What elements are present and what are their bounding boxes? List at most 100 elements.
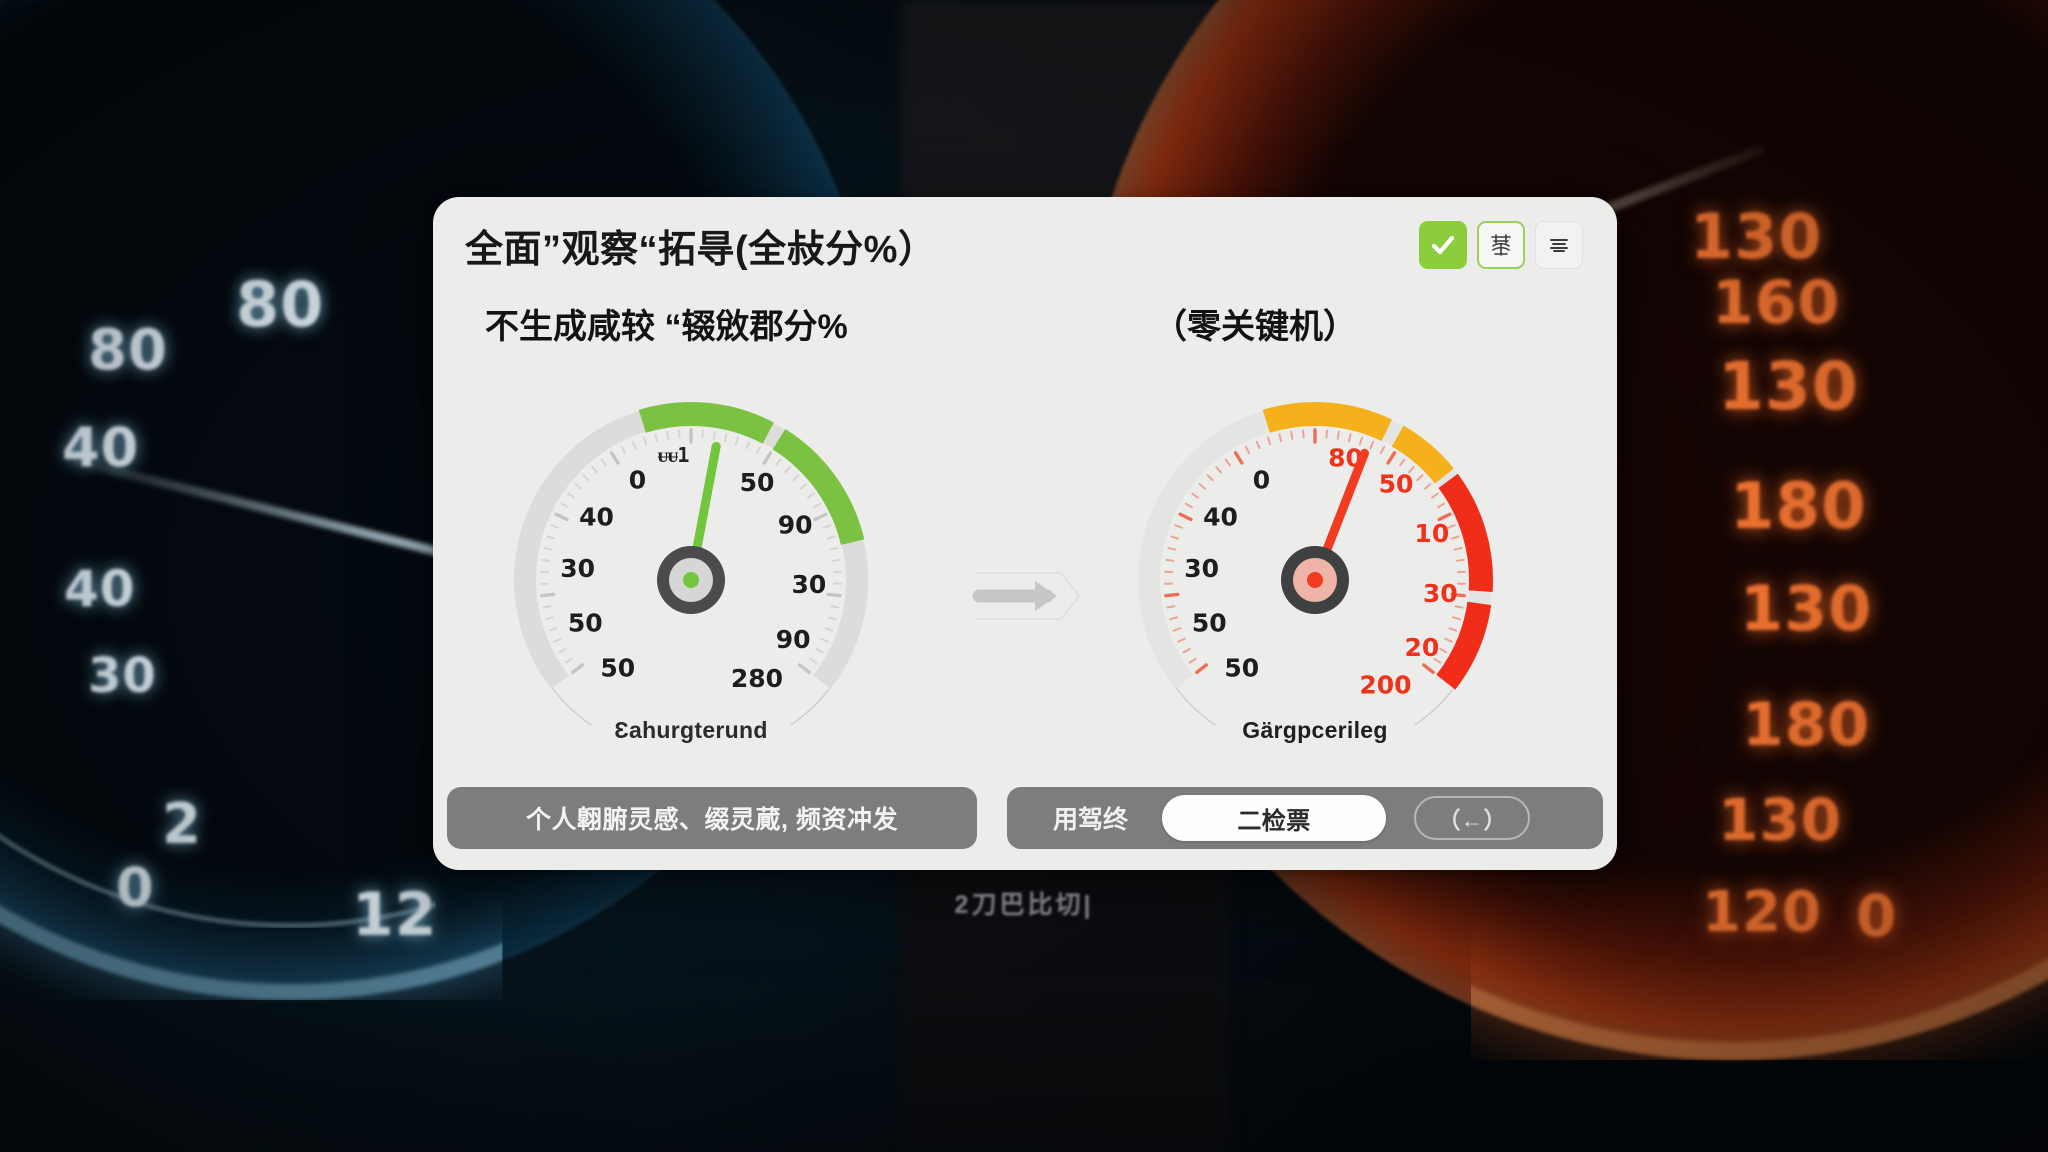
right-gauge-caption: Gärgpcerileg [1242,717,1388,743]
gauge-tick [542,605,552,609]
gauge-tick [609,451,620,465]
gauge-tick [1170,535,1180,540]
dialog-header: 全面”观察“拓㝵(全敊分%） [433,197,1617,293]
gauge-tick [666,430,670,440]
background-number: 130 [1690,200,1822,273]
gauge-tick [745,440,751,450]
gauge-tick [1454,605,1464,609]
gauge-tick [558,648,567,654]
background-number: 40 [62,416,139,479]
left-status-text: 个人翺腑灵感、缀灵蕆, 频资冲发 [526,806,898,834]
gauge-zone [772,429,865,546]
gauge-tick [1450,592,1466,598]
arrow-right-icon [972,572,1081,620]
gauge-tick-label: 90 [778,511,813,540]
main-dialog: 全面”观察“拓㝵(全敊分%） [433,197,1617,870]
gauge-tick [1165,558,1175,562]
gauge-tick [1255,440,1261,450]
gauge-tick [1182,648,1191,654]
gauge-tick [1444,637,1453,643]
gauge-tick [546,535,556,540]
gauge-tick [1358,436,1364,446]
gauge-tick [560,502,569,509]
gauge-tick [1188,657,1197,664]
lines-icon [1545,231,1573,259]
gauge-tick [775,458,782,467]
gauge-tick-label: 50 [1192,609,1227,638]
gauge-tick [1448,627,1458,632]
gauge-tick [1433,657,1442,664]
gauge-tick [820,637,829,643]
gauge-tick [541,558,551,562]
gauge-tick [1174,524,1183,529]
gauge-tick [548,627,558,632]
background-number: 160 [1712,268,1840,338]
gauge-tick [723,433,728,443]
gauge-tick [1369,440,1375,450]
glyph-button[interactable] [1477,221,1525,269]
right-bar-ghost-pill[interactable]: （←） [1414,796,1531,840]
right-bar-value-pill[interactable]: 二检票 [1162,795,1387,841]
right-control-bar: 用驾终 二检票 （←） [1007,787,1603,849]
gauge-tick [830,605,840,609]
gauge-area: 50 50 30 40 0 50 90 30 90 280 ᵾᵾ1 Ɛahurgterund 50 5… [433,365,1617,785]
gauge-tick-label: 280 [731,664,783,693]
right-bar-label: 用驾终 [1053,806,1129,834]
gauge-tick [828,616,837,621]
gauge-tick [1386,451,1397,465]
gauge-tick [550,524,559,529]
gauge-tick [829,547,839,551]
gauge-tick [1336,430,1340,440]
gauge-tick [1439,648,1448,654]
gauge-tick [543,547,553,551]
gauge-tick [784,466,791,474]
gauge-tick-label: 20 [1404,633,1439,662]
subtitle-row: 不生成咸较 “辍敓郡分% （零关键机） [433,293,1617,369]
gauge-tick [1198,483,1206,490]
gauge-tick [800,483,808,490]
gauge-tick [591,466,598,474]
gauge-tick [1302,429,1305,439]
gauge-tick [1422,663,1435,675]
background-number: 180 [1730,470,1867,544]
gauge-tick [1437,512,1452,522]
gauge-zone [1438,473,1493,592]
gauge-tick [1266,436,1272,446]
gauge-tick-label: 40 [579,502,614,531]
gauge-tick [815,648,824,654]
gauge-tick [1430,492,1439,499]
subtitle-right: （零关键机） [1153,308,1357,346]
gauge-tick-label: 50 [568,609,603,638]
confirm-button[interactable] [1419,221,1467,269]
gauge-tick-label: 30 [1184,554,1219,583]
gauge-tick-label: 0 [1253,465,1270,494]
background-number: 120 [1702,880,1822,945]
gauge-tick [792,474,800,482]
background-number: 12 [352,880,438,950]
gauge-tick [1399,458,1406,467]
gauge-tick-label: 30 [792,570,827,599]
gauge-tick-label: 0 [629,465,646,494]
gauge-tick [1379,445,1386,455]
gauge-tick [631,440,637,450]
transition-arrow [961,561,1081,631]
gauge-tick-label: 50 [600,653,635,682]
gauge-tick-label: 50 [1224,653,1259,682]
gauge-tick [1224,458,1231,467]
menu-button[interactable] [1535,221,1583,269]
page-title: 全面”观察“拓㝵(全敊分%） [465,228,937,271]
gauge-tick-label: 200 [1359,670,1411,699]
gauge-zone [1262,402,1392,442]
gauge-tick-label: 40 [1203,502,1238,531]
gauge-tick [826,535,836,540]
background-number: 0 [116,856,155,919]
gauge-tick [798,663,811,675]
gauge-tick [823,524,832,529]
gauge-tick [831,558,841,562]
gauge-tick [1453,547,1463,551]
gauge-tick [540,592,556,598]
left-status-bar[interactable]: 个人翺腑灵感、缀灵蕆, 频资冲发 [447,787,977,849]
gauge-tick-label: 30 [560,554,595,583]
gauge-hub-center [683,572,699,588]
